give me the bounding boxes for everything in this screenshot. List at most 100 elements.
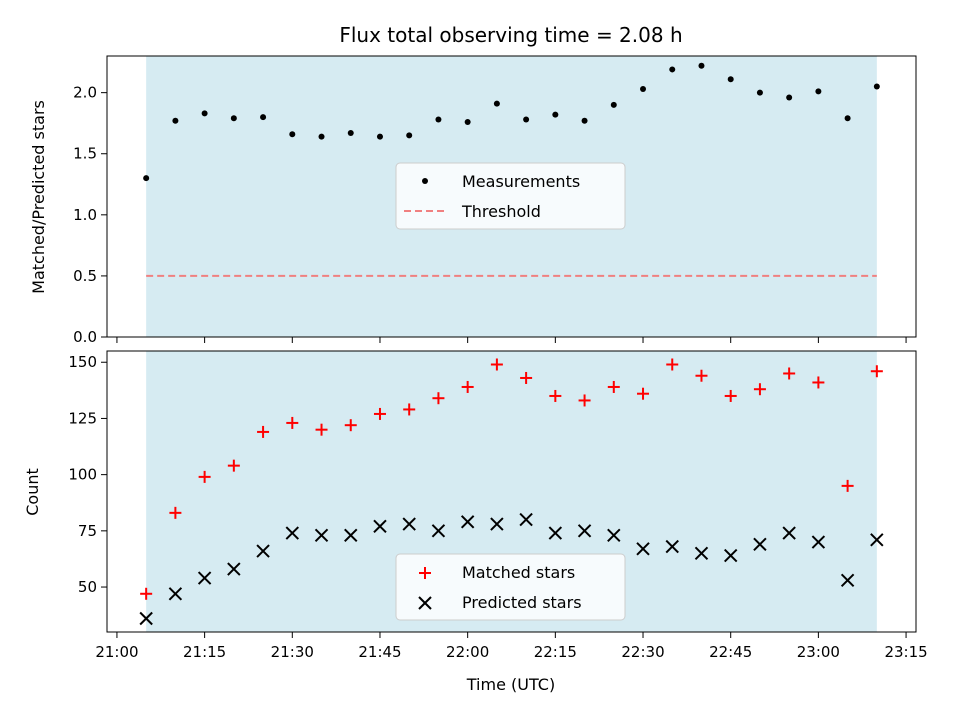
matched-star-point xyxy=(520,371,533,384)
predicted-star-point xyxy=(139,611,153,626)
measurement-point xyxy=(435,116,442,123)
x-axis-label: Time (UTC) xyxy=(466,675,555,694)
x-tick-label: 23:15 xyxy=(884,643,927,661)
matched-star-point xyxy=(140,587,153,600)
matched-star-point xyxy=(403,403,416,416)
matched-star-point xyxy=(637,387,650,400)
predicted-star-point xyxy=(431,524,446,538)
measurement-point xyxy=(172,117,179,124)
matched-star-point xyxy=(344,419,357,432)
top-legend: Measurements Threshold xyxy=(395,162,626,230)
matched-star-point xyxy=(198,470,211,483)
matched-star-point xyxy=(432,392,445,405)
measurement-point xyxy=(815,88,822,95)
chart-title: Flux total observing time = 2.08 h xyxy=(339,23,682,47)
top-y-tick-label: 2.0 xyxy=(73,84,97,102)
matched-star-point xyxy=(169,506,182,519)
matched-star-point xyxy=(607,380,620,393)
predicted-star-point xyxy=(285,526,300,540)
predicted-star-point xyxy=(753,537,767,552)
legend-measurements-marker xyxy=(422,178,428,184)
x-tick-label: 22:30 xyxy=(621,643,664,661)
predicted-star-point xyxy=(490,517,504,531)
matched-star-point xyxy=(315,423,328,436)
measurement-point xyxy=(260,114,267,121)
bottom-y-axis-label: Count xyxy=(23,468,42,516)
bottom-x-axis: 21:00 21:15 21:30 21:45 22:00 22:15 22:30 22:45… xyxy=(95,632,928,661)
measurement-point xyxy=(756,89,763,96)
x-tick-label: 21:00 xyxy=(95,643,138,661)
measurement-point xyxy=(347,129,354,136)
top-y-tick-label: 1.0 xyxy=(73,206,97,224)
predicted-star-point xyxy=(723,548,738,563)
matched-star-point xyxy=(695,369,708,382)
legend-matched-label: Matched stars xyxy=(462,563,575,582)
predicted-star-point xyxy=(694,546,709,561)
predicted-star-point xyxy=(870,533,884,547)
matched-star-point xyxy=(286,416,299,429)
predicted-star-point xyxy=(256,544,270,558)
legend-matched-marker xyxy=(419,567,431,579)
x-tick-label: 21:45 xyxy=(358,643,401,661)
matched-stars-points xyxy=(140,358,883,600)
measurement-point xyxy=(581,117,588,124)
measurement-point xyxy=(873,83,880,90)
bottom-legend: Matched stars Predicted stars xyxy=(395,553,626,621)
measurement-point xyxy=(727,76,734,83)
bottom-y-tick-label: 125 xyxy=(68,409,97,427)
bottom-y-tick-label: 100 xyxy=(68,466,97,484)
predicted-star-point xyxy=(548,526,563,540)
predicted-star-point xyxy=(227,562,241,576)
matched-star-point xyxy=(724,389,737,402)
top-y-tick-label: 0.5 xyxy=(73,267,97,285)
matched-star-point xyxy=(227,459,240,472)
matched-star-point xyxy=(549,389,562,402)
predicted-stars-points xyxy=(139,512,884,626)
measurement-point xyxy=(143,175,150,182)
predicted-star-point xyxy=(197,571,212,585)
x-tick-label: 21:30 xyxy=(271,643,314,661)
legend-predicted-label: Predicted stars xyxy=(462,593,582,612)
measurement-point xyxy=(318,133,325,140)
x-tick-label: 23:00 xyxy=(797,643,840,661)
matched-star-point xyxy=(783,367,796,380)
x-tick-label: 22:15 xyxy=(534,643,577,661)
legend-threshold-label: Threshold xyxy=(461,202,541,221)
predicted-star-point xyxy=(811,535,826,549)
top-y-tick-label: 1.5 xyxy=(73,145,97,163)
measurement-point xyxy=(201,110,208,117)
measurement-point xyxy=(230,115,237,122)
predicted-star-point xyxy=(665,539,679,554)
measurement-point xyxy=(406,132,413,139)
bottom-y-tick-label: 75 xyxy=(78,522,97,540)
matched-star-point xyxy=(753,383,766,396)
measurement-point xyxy=(698,62,705,69)
matched-star-point xyxy=(812,376,825,389)
measurement-point xyxy=(523,116,530,123)
top-y-tick-label: 0.0 xyxy=(73,328,97,346)
measurement-point xyxy=(610,101,617,108)
matched-star-point xyxy=(870,365,883,378)
predicted-star-point xyxy=(607,528,621,543)
matched-star-point xyxy=(373,407,386,420)
measurement-point xyxy=(669,66,676,73)
predicted-star-point xyxy=(460,515,475,529)
predicted-star-point xyxy=(519,512,533,527)
measurement-point xyxy=(552,111,559,118)
predicted-star-point xyxy=(577,524,592,538)
matched-star-point xyxy=(841,479,854,492)
measurement-point xyxy=(289,131,296,138)
matched-star-point xyxy=(461,380,474,393)
x-tick-label: 21:15 xyxy=(183,643,226,661)
top-plot-frame xyxy=(106,55,917,338)
matched-star-point xyxy=(578,394,591,407)
predicted-star-point xyxy=(636,542,650,556)
measurement-point xyxy=(464,118,471,125)
top-x-ticks xyxy=(116,337,907,343)
bottom-plot-frame xyxy=(106,350,917,633)
measurement-point xyxy=(640,85,647,92)
predicted-star-point xyxy=(782,526,796,540)
bottom-y-axis: 50 75 100 125 150 xyxy=(68,353,107,596)
